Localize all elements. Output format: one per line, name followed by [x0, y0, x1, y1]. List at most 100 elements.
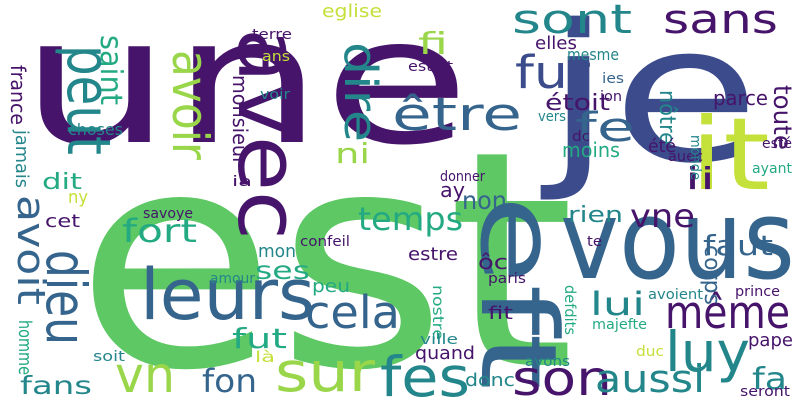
word-ion: ion	[600, 89, 623, 105]
word-leurs: leurs	[140, 254, 316, 336]
word-son: son	[512, 351, 612, 400]
word-ies: ies	[602, 71, 624, 87]
word-fi: fi	[418, 27, 449, 62]
word-esté: esté	[762, 136, 792, 152]
word-savoye: savoye	[143, 206, 194, 222]
word-sur: sur	[275, 340, 376, 400]
word-confeil: confeil	[300, 234, 351, 250]
word-homme: homme	[14, 320, 35, 375]
word-france: france	[6, 65, 30, 126]
word-paris: paris	[488, 271, 526, 287]
word-quand: quand	[415, 343, 475, 364]
word-ia: ia	[232, 174, 252, 190]
word-fe: fe	[575, 105, 635, 151]
word-avons: avons	[525, 354, 570, 370]
word-fa: fa	[752, 362, 788, 397]
word-eglise: eglise	[322, 1, 383, 22]
word-vn: vn	[115, 346, 175, 400]
word-corps: corps	[699, 245, 724, 305]
word-temps: temps	[358, 200, 464, 238]
word-saint: saint	[93, 35, 128, 105]
word-ville: ville	[420, 332, 459, 348]
word-soit: soit	[93, 349, 125, 365]
word-ses: ses	[255, 256, 310, 285]
word-defdits: defdits	[561, 285, 579, 335]
word-eft: eft	[457, 195, 579, 390]
word-est: est	[75, 87, 576, 400]
word-même: même	[665, 286, 791, 339]
word-duc: duc	[636, 344, 664, 360]
word-toute: toute	[768, 85, 797, 151]
word-ni: ni	[335, 137, 371, 170]
word-seront: seront	[740, 384, 791, 400]
word-vous: vous	[560, 176, 796, 304]
word-nostre: nostre	[429, 285, 447, 340]
word-faut: faut	[703, 229, 774, 262]
word-vers: vers	[538, 109, 567, 125]
word-dire: dire	[334, 42, 387, 142]
word-dieu: dieu	[34, 250, 98, 345]
word-sont: sont	[512, 0, 633, 43]
word-rien: rien	[568, 203, 624, 228]
word-aussi: aussi	[595, 357, 706, 400]
word-ayant: ayant	[752, 161, 793, 177]
word-monsieur: monsieur	[228, 75, 252, 166]
word-te: te	[587, 234, 602, 250]
word-non: non	[462, 186, 507, 215]
word-avoient: avoient	[648, 287, 704, 303]
word-majefte: majefte	[592, 317, 648, 333]
word-dc: dc	[572, 129, 591, 145]
word-mon: mon	[258, 241, 297, 262]
word-ay: ay	[440, 178, 466, 202]
word-estre: estre	[408, 244, 459, 265]
word-prince: prince	[735, 284, 780, 300]
word-donner: donner	[440, 169, 486, 185]
word-peut: peut	[53, 45, 123, 155]
word-cela: cela	[305, 286, 401, 339]
word-avoit: avoit	[9, 195, 53, 305]
word-étoit: étoit	[545, 91, 611, 116]
word-monde: monde	[687, 135, 703, 180]
word-avoir: avoir	[161, 50, 219, 160]
word-ny: ny	[68, 187, 89, 208]
word-voir: voir	[260, 87, 290, 103]
word-fes: fes	[380, 345, 470, 400]
word-dit: dit	[42, 170, 83, 195]
word-vne: vne	[630, 197, 695, 235]
word-peu: peu	[312, 276, 350, 297]
word-terre: terre	[252, 27, 292, 43]
word-luy: luy	[665, 320, 751, 384]
word-lui: lui	[590, 285, 646, 323]
word-cet: cet	[45, 211, 81, 232]
word-choses: choses	[68, 120, 123, 139]
word-ans: ans	[262, 49, 290, 65]
word-pape: pape	[748, 330, 794, 351]
word-auec: auec	[668, 149, 704, 165]
word-être: être	[392, 88, 523, 141]
word-mesme: mesme	[567, 45, 619, 64]
word-moins: moins	[562, 138, 621, 162]
word-fort: fort	[122, 212, 197, 250]
word-fit: fit	[488, 303, 513, 324]
word-fut: fut	[232, 322, 287, 355]
word-estoit: estoit	[408, 59, 454, 75]
word-une: une	[20, 0, 471, 184]
word-ôc: ôc	[478, 250, 508, 274]
word-nôtre: nôtre	[654, 90, 679, 146]
word-fon: fon	[202, 362, 258, 400]
word-it: it	[690, 96, 770, 213]
word-ii: ii	[685, 162, 715, 197]
word-avec: avec	[218, 28, 317, 241]
word-sous: sous	[47, 52, 65, 92]
word-été: été	[648, 136, 676, 157]
word-donc: donc	[465, 370, 516, 391]
word-elles: elles	[535, 33, 577, 54]
word-là: là	[255, 348, 275, 366]
word-amour: amour	[210, 271, 256, 287]
word-je: je	[545, 0, 760, 205]
word-parce: parce	[713, 86, 768, 110]
word-fans: fans	[20, 371, 92, 400]
word-fur: fur	[515, 46, 591, 99]
word-sans: sans	[663, 0, 778, 43]
